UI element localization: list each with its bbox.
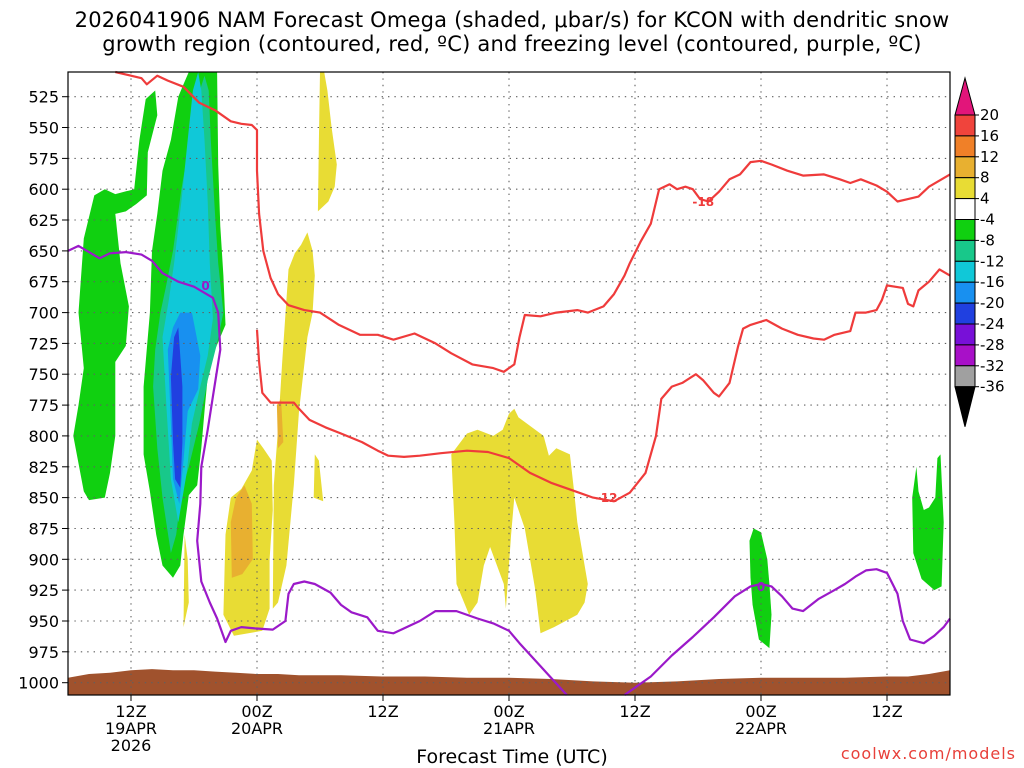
omega-region-yellow-e [451,408,588,634]
freezing-contour-0 [67,244,568,696]
omega-region-green-left-a [73,90,158,501]
y-tick-label-725: 725 [28,334,59,353]
grid-lines [68,72,950,695]
dendritic-contours: -18 -12 [115,70,951,505]
colorbar-bin-6 [954,219,976,241]
terrain-layer [68,669,950,695]
dendritic-contour-label-0: -18 [692,195,714,209]
y-tick-label-675: 675 [28,273,59,292]
y-tick-label-825: 825 [28,458,59,477]
colorbar-label-3: 8 [980,169,990,187]
colorbar-bin-4 [954,177,976,200]
colorbar-bin-2 [954,135,976,158]
x-tick-label-12-1: 19APR [105,719,157,738]
x-tick-label-24-0: 00Z [241,702,272,721]
chart-title: 2026041906 NAM Forecast Omega (shaded, μ… [0,8,1024,56]
y-tick-label-600: 600 [28,180,59,199]
y-tick-label-875: 875 [28,520,59,539]
omega-region-yellow-b [272,232,315,609]
colorbar-bin-11 [954,323,976,346]
colorbar-label-0: 20 [980,106,999,124]
y-tick-label-900: 900 [28,550,59,569]
omega-region-orange-a [230,485,253,578]
colorbar-label-8: -16 [980,273,1005,291]
colorbar-bin-8 [954,260,976,283]
colorbar-label-5: -4 [980,211,995,229]
x-tick-label-12-2: 2026 [111,736,152,755]
omega-region-green-right [912,454,944,591]
omega-region-orange-b [276,398,284,449]
omega-region-yellow-d [183,534,189,628]
credit-text[interactable]: coolwx.com/models [840,744,1016,763]
x-tick-label-72-0: 00Z [745,702,776,721]
omega-region-yellow-c [313,454,324,502]
freezing-level-contours: 00 [67,244,951,696]
omega-region-green-mid [749,528,772,649]
colorbar-bin-1 [954,114,976,137]
terrain-fill [68,669,950,695]
colorbar-label-11: -28 [980,336,1005,354]
dendritic-contour-1 [255,268,951,503]
colorbar-bin-9 [954,281,976,304]
x-tick-label-48-0: 00Z [493,702,524,721]
colorbar-label-9: -20 [980,294,1005,312]
y-tick-label-850: 850 [28,489,59,508]
colorbar-bin-12 [954,344,976,367]
colorbar-label-12: -32 [980,357,1005,375]
y-tick-label-950: 950 [28,612,59,631]
colorbar-bin-10 [954,302,976,325]
x-axis-title: Forecast Time (UTC) [416,746,608,768]
y-tick-label-1000: 1000 [18,674,59,693]
colorbar-bin-7 [954,239,976,262]
y-tick-label-975: 975 [28,643,59,662]
y-tick-label-525: 525 [28,88,59,107]
y-tick-label-625: 625 [28,211,59,230]
colorbar-label-1: 16 [980,127,999,145]
omega-region-blue-core [173,364,181,468]
chart-title-line1: 2026041906 NAM Forecast Omega (shaded, μ… [74,8,950,32]
dendritic-contour-0 [115,70,951,373]
colorbar-bin-3 [954,156,976,179]
omega-shading [73,72,944,649]
dendritic-contour-label-1: -12 [596,491,618,505]
y-tick-label-650: 650 [28,242,59,261]
y-tick-label-700: 700 [28,304,59,323]
y-tick-label-750: 750 [28,365,59,384]
colorbar: 20 16 12 8 4 -4 -8 -12 -16 -20 -24 -28 -32 -36 [954,76,1005,427]
x-tick-label-72-1: 22APR [735,719,787,738]
y-tick-label-925: 925 [28,581,59,600]
x-tick-label-60-0: 12Z [619,702,650,721]
x-tick-label-36-0: 12Z [367,702,398,721]
y-tick-label-775: 775 [28,396,59,415]
colorbar-label-13: -36 [980,378,1005,396]
colorbar-label-4: 4 [980,190,990,208]
colorbar-bin-13 [954,365,976,388]
x-tick-label-84-0: 12Z [871,702,902,721]
freezing-contour-label-0: 0 [201,279,209,293]
colorbar-bottom-arrow [954,386,976,427]
colorbar-label-10: -24 [980,315,1005,333]
freezing-contour-1 [623,568,951,696]
colorbar-label-7: -12 [980,252,1005,270]
colorbar-top-arrow [954,76,976,116]
colorbar-label-2: 12 [980,148,999,166]
chart-title-line2: growth region (contoured, red, ºC) and f… [102,32,922,56]
x-tick-label-24-1: 20APR [231,719,283,738]
y-tick-label-550: 550 [28,119,59,138]
colorbar-label-6: -8 [980,231,995,249]
omega-region-yellow-top [317,72,337,212]
colorbar-bin-5 [954,198,976,221]
y-tick-label-800: 800 [28,427,59,446]
freezing-contour-label-1: 0 [757,580,765,594]
y-tick-label-575: 575 [28,149,59,168]
y-axis: 525 550 575 600 625 650 675 700 725 750 775 800 825 8… [18,88,68,693]
x-tick-label-12-0: 12Z [115,702,146,721]
x-tick-label-48-1: 21APR [483,719,535,738]
